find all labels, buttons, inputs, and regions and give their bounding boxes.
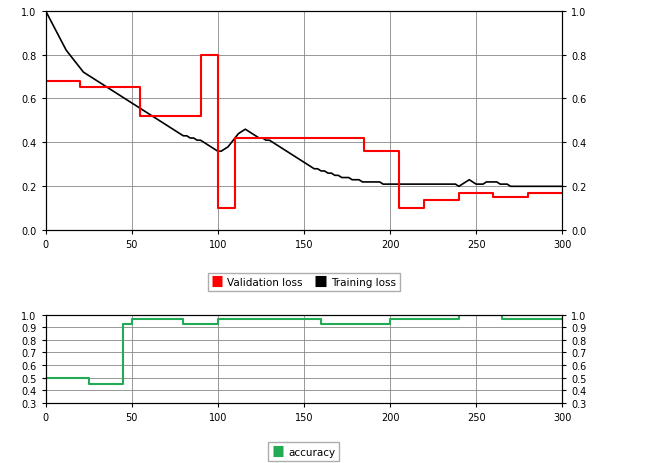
Validation loss — [343, 136, 351, 142]
Validation loss — [524, 195, 532, 200]
Validation loss — [360, 136, 368, 142]
Training loss — [224, 145, 232, 150]
Validation loss — [291, 136, 299, 142]
Validation loss — [438, 197, 446, 203]
accuracy — [127, 321, 136, 327]
accuracy — [94, 381, 101, 387]
accuracy — [386, 321, 394, 327]
accuracy — [222, 316, 230, 322]
Validation loss — [403, 206, 411, 212]
Validation loss — [541, 191, 549, 196]
Training loss — [42, 9, 49, 14]
Training loss — [369, 180, 377, 185]
Validation loss — [136, 86, 144, 91]
Validation loss — [378, 149, 385, 155]
Validation loss — [395, 149, 402, 155]
Line: accuracy: accuracy — [46, 315, 562, 384]
Validation loss — [248, 136, 256, 142]
Validation loss — [489, 191, 497, 196]
Validation loss — [266, 136, 274, 142]
accuracy — [455, 316, 463, 322]
accuracy — [42, 375, 49, 381]
Validation loss — [162, 114, 170, 119]
Validation loss — [205, 53, 213, 58]
Line: Validation loss: Validation loss — [46, 56, 562, 209]
Validation loss — [455, 197, 463, 203]
Training loss — [558, 184, 566, 190]
accuracy — [214, 321, 222, 327]
accuracy — [119, 381, 127, 387]
Validation loss — [76, 79, 84, 84]
Validation loss — [111, 86, 118, 91]
accuracy — [326, 321, 333, 327]
Training loss — [455, 184, 463, 190]
Validation loss — [42, 79, 49, 84]
Validation loss — [326, 136, 333, 142]
accuracy — [395, 316, 402, 322]
Training loss — [355, 178, 363, 183]
Validation loss — [300, 136, 308, 142]
Validation loss — [421, 206, 428, 212]
Legend: accuracy: accuracy — [268, 443, 339, 461]
Validation loss — [196, 114, 204, 119]
accuracy — [179, 316, 187, 322]
Validation loss — [507, 195, 515, 200]
Validation loss — [214, 53, 222, 58]
Training loss — [403, 182, 411, 188]
accuracy — [317, 316, 325, 322]
Validation loss — [558, 191, 566, 196]
Training loss — [293, 156, 301, 161]
accuracy — [84, 375, 92, 381]
Validation loss — [472, 191, 480, 196]
accuracy — [463, 313, 471, 318]
accuracy — [498, 313, 506, 318]
Legend: Validation loss, Training loss: Validation loss, Training loss — [207, 273, 400, 291]
Training loss — [551, 184, 559, 190]
accuracy — [507, 316, 515, 322]
Validation loss — [231, 206, 239, 212]
Line: Training loss: Training loss — [46, 12, 562, 187]
accuracy — [558, 316, 566, 322]
accuracy — [188, 321, 196, 327]
